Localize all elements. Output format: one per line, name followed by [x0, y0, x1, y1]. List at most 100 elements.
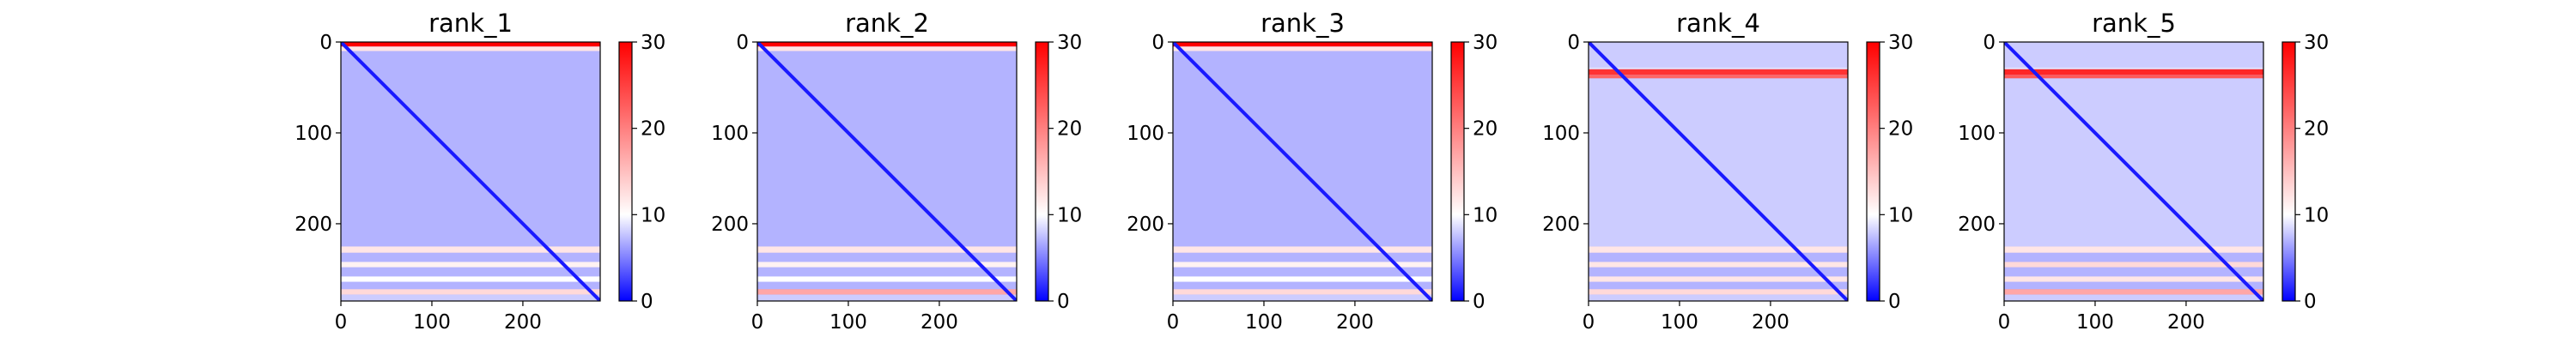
- colorbar-tick-label: 0: [641, 291, 653, 313]
- heatmap-row-band: [1173, 276, 1432, 282]
- heatmap-row-band: [2004, 69, 2263, 75]
- colorbar-tick-label: 20: [641, 118, 665, 141]
- colorbar-tick-label: 10: [641, 204, 665, 226]
- heatmap-row-band: [757, 46, 1017, 51]
- colorbar-tick-label: 10: [1057, 204, 1082, 226]
- heatmap-row-band: [757, 42, 1017, 47]
- colorbar-tick-label: 30: [2304, 32, 2329, 54]
- heatmap-row-band: [341, 42, 600, 47]
- heatmap-row-band: [2004, 42, 2263, 68]
- colorbar-tick-label: 0: [1473, 291, 1485, 313]
- colorbar-tick-label: 10: [2304, 204, 2329, 226]
- heatmap-row-band: [341, 252, 600, 262]
- heatmap-row-band: [1173, 294, 1432, 301]
- heatmap-row-band: [341, 46, 600, 51]
- heatmap-diagonal: [1589, 42, 1848, 301]
- x-tick-label: 200: [920, 311, 958, 334]
- y-tick-label: 200: [295, 214, 332, 236]
- y-tick-label: 100: [295, 123, 332, 145]
- heatmap-row-band: [1173, 42, 1432, 47]
- heatmap-row-band: [757, 289, 1017, 295]
- y-tick-label: 200: [1542, 214, 1580, 236]
- x-tick-label: 100: [1245, 311, 1283, 334]
- colorbar-tick-label: 20: [1057, 118, 1082, 141]
- colorbar-tick-label: 30: [1888, 32, 1913, 54]
- heatmap-row-band: [341, 294, 600, 301]
- heatmap-row-band: [1589, 276, 1848, 282]
- heatmap-row-band: [341, 289, 600, 295]
- axes-frame: [340, 41, 601, 302]
- axes-frame: [756, 41, 1018, 302]
- x-tick-label: 100: [413, 311, 451, 334]
- x-tick-label: 200: [2167, 311, 2205, 334]
- colorbar: 0 10 20 30: [1035, 32, 1082, 313]
- heatmap-row-band: [1589, 246, 1848, 253]
- colorbar-tick-label: 10: [1473, 204, 1498, 226]
- axes-frame: [2003, 41, 2264, 302]
- colorbar-tick-label: 30: [641, 32, 665, 54]
- colorbar-gradient: [1035, 41, 1049, 302]
- heatmap-row-band: [341, 281, 600, 290]
- x-tick-label: 0: [1998, 311, 2011, 334]
- colorbar: 0 10 20 30: [1866, 32, 1913, 313]
- y-tick-label: 0: [1983, 32, 1996, 54]
- axes-frame: [1172, 41, 1433, 302]
- heatmap-row-band: [2004, 78, 2263, 247]
- x-tick-label: 0: [751, 311, 764, 334]
- x-tick-label: 200: [1336, 311, 1374, 334]
- x-tick-label: 200: [1752, 311, 1789, 334]
- colorbar-tick-label: 0: [2304, 291, 2317, 313]
- heatmap-row-band: [1589, 69, 1848, 75]
- colorbar-tick-label: 30: [1057, 32, 1082, 54]
- heatmap-panel-2: rank_2 0 100 200 0 100 200 0 10 20 30: [711, 9, 1082, 334]
- heatmap-row-band: [757, 246, 1017, 253]
- heatmap-row-band: [1589, 75, 1848, 79]
- y-tick-label: 100: [1542, 123, 1580, 145]
- x-tick-label: 100: [1661, 311, 1698, 334]
- heatmap-row-band: [2004, 262, 2263, 268]
- heatmap-row-band: [1173, 262, 1432, 268]
- chart-title: rank_2: [845, 9, 929, 38]
- heatmap-row-band: [2004, 267, 2263, 277]
- heatmap-row-band: [1589, 294, 1848, 301]
- y-tick-label: 0: [1567, 32, 1580, 54]
- y-tick-label: 0: [319, 32, 332, 54]
- colorbar-tick-label: 10: [1888, 204, 1913, 226]
- heatmap-row-band: [1589, 252, 1848, 262]
- x-tick-label: 0: [1167, 311, 1180, 334]
- heatmap-row-band: [1173, 289, 1432, 295]
- y-tick-label: 200: [711, 214, 749, 236]
- chart-title: rank_5: [2092, 9, 2176, 38]
- heatmap-row-band: [1589, 267, 1848, 277]
- heatmap-row-band: [1173, 281, 1432, 290]
- heatmap-row-band: [2004, 289, 2263, 295]
- x-tick-label: 0: [335, 311, 348, 334]
- heatmap-row-band: [1589, 262, 1848, 268]
- axes-frame: [1588, 41, 1849, 302]
- y-tick-label: 100: [1958, 123, 1996, 145]
- y-tick-label: 0: [736, 32, 749, 54]
- heatmap-diagonal: [757, 42, 1017, 301]
- colorbar-gradient: [1450, 41, 1465, 302]
- heatmap-row-band: [341, 267, 600, 277]
- heatmap-row-band: [2004, 294, 2263, 301]
- heatmap-row-band: [1173, 46, 1432, 51]
- heatmap-row-band: [1173, 252, 1432, 262]
- colorbar-tick-label: 20: [1473, 118, 1498, 141]
- heatmap-panel-3: rank_3 0 100 200 0 100 200 0 10 20 30: [1127, 9, 1498, 334]
- heatmap-row-band: [2004, 252, 2263, 262]
- heatmap-row-band: [2004, 67, 2263, 69]
- heatmap-row-band: [2004, 246, 2263, 253]
- y-tick-label: 0: [1151, 32, 1164, 54]
- x-tick-label: 100: [2076, 311, 2114, 334]
- heatmap-row-band: [2004, 281, 2263, 290]
- heatmap-row-band: [757, 276, 1017, 282]
- heatmap-row-band: [757, 294, 1017, 301]
- x-tick-label: 0: [1583, 311, 1595, 334]
- colorbar-tick-label: 30: [1473, 32, 1498, 54]
- heatmap-row-band: [1589, 42, 1848, 68]
- colorbar: 0 10 20 30: [1450, 32, 1498, 313]
- chart-title: rank_1: [428, 9, 513, 38]
- heatmap-row-band: [757, 267, 1017, 277]
